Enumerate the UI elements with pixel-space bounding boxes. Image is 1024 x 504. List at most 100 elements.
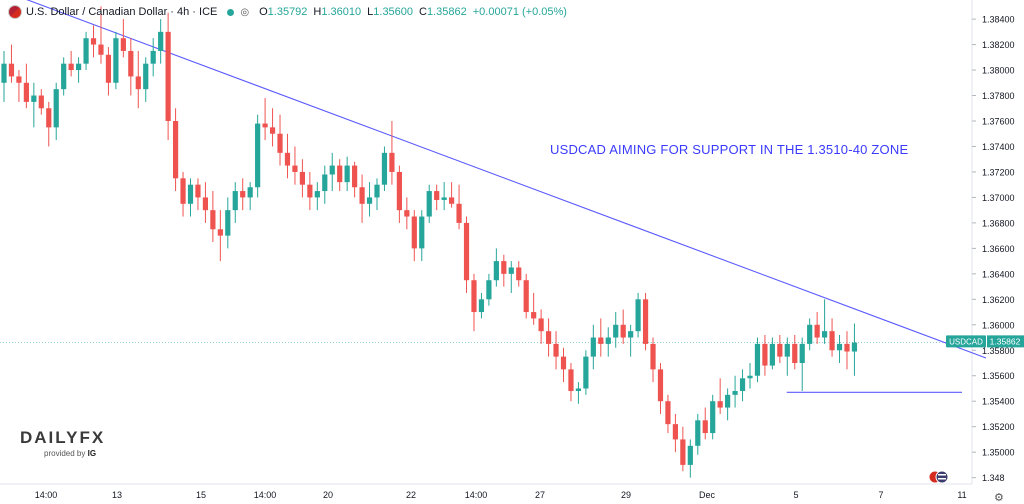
candle-body [38,95,44,109]
candle-body [687,445,693,465]
candle-body [68,63,74,71]
y-tick-label: 1.35400 [982,397,1015,407]
candle-body [202,197,209,211]
candle-body [90,38,97,45]
high-label: H [313,6,322,18]
candle-body [792,343,798,363]
candle-body [284,152,291,166]
chart-legend: U.S. Dollar / Canadian Dollar · 4h · ICE… [8,4,567,20]
candle-body [113,38,119,83]
y-tick-label: 1.38400 [982,15,1015,25]
candle-body [165,31,171,122]
dailyfx-brand: DAILYFX [20,428,106,447]
y-tick-label: 1.36800 [982,218,1015,228]
candle-body [83,38,89,64]
low-value: 1.35600 [373,6,414,18]
candle-body [23,82,29,102]
candle-body [329,165,335,175]
candle-body [404,210,410,217]
candle-body [702,420,708,434]
open-value: 1.35792 [267,6,308,18]
candle-body [389,152,395,172]
x-tick-label: 14:00 [35,490,58,500]
candle-body [292,165,298,172]
y-tick-label: 1.37400 [982,142,1015,152]
candle-body [516,267,522,281]
candle-body [583,356,589,389]
candle-body [441,197,447,200]
candle-body [210,210,216,230]
candle-body [426,191,432,217]
y-tick-label: 1.37200 [982,167,1015,177]
symbol-badge [946,335,986,348]
candle-body [187,184,194,204]
candle-body [620,324,626,338]
candle-body [747,375,753,379]
low-label: L [367,6,374,18]
x-tick-label: 29 [621,490,631,500]
x-tick-label: 15 [196,490,206,500]
candle-body [255,123,261,188]
y-tick-label: 1.35200 [982,422,1015,432]
candle-body [16,76,22,83]
high-value: 1.36010 [321,6,362,18]
candle-body [762,343,768,366]
x-tick-label: 5 [793,490,798,500]
candle-body [486,280,492,300]
settings-gear-icon[interactable]: ⚙ [994,492,1004,504]
y-tick-label: 1.37600 [982,117,1015,127]
candle-body [46,108,52,128]
x-tick-label: 20 [323,490,333,500]
candle-body [277,133,283,153]
change-value: +0.00071 (+0.05%) [472,6,567,18]
candle-body [695,420,701,446]
candle-body [31,95,37,102]
candle-body [665,401,671,425]
candle-body [784,343,790,357]
currency-flags-icon[interactable] [929,470,949,484]
y-tick-label: 1.35000 [982,448,1015,458]
candle-body [628,331,634,338]
candle-body [105,54,112,83]
candle-body [374,184,380,198]
x-tick-label: 14:00 [254,490,277,500]
candle-body [769,343,775,366]
candle-body [337,165,343,183]
market-status-icon[interactable] [227,8,235,16]
candle-body [501,261,507,274]
candle-body [575,388,582,392]
candle-body [217,229,223,236]
candle-body [195,184,201,198]
x-tick-label: 22 [406,490,416,500]
candle-body [158,31,164,51]
chart-annotation: USDCAD AIMING FOR SUPPORT IN THE 1.3510-… [550,142,909,157]
visibility-icon[interactable]: ◎ [240,6,250,18]
candle-body [299,171,305,185]
symbol-title[interactable]: U.S. Dollar / Canadian Dollar · 4h · ICE [26,6,218,18]
y-tick-label: 1.36400 [982,269,1015,279]
x-tick-label: 7 [878,490,883,500]
y-tick-label: 1.35600 [982,371,1015,381]
candle-body [807,324,813,344]
candle-body [814,324,820,338]
candle-body [732,391,738,395]
candle-body [411,216,417,249]
candle-body [493,261,499,281]
candle-body [680,439,686,465]
candle-body [396,171,402,211]
provided-by-label: provided by [44,449,86,458]
candle-body [672,424,678,440]
y-tick-label: 1.37800 [982,91,1015,101]
y-tick-label: 1.348 [982,473,1005,483]
candle-body [128,50,134,77]
candle-body [836,343,843,351]
candle-body [76,63,82,71]
candle-body [381,152,388,185]
candle-body [560,356,567,370]
candle-body [8,63,15,77]
candle-body [269,127,276,134]
y-tick-label: 1.38200 [982,40,1015,50]
candle-body [657,369,664,402]
candle-body [717,401,723,408]
